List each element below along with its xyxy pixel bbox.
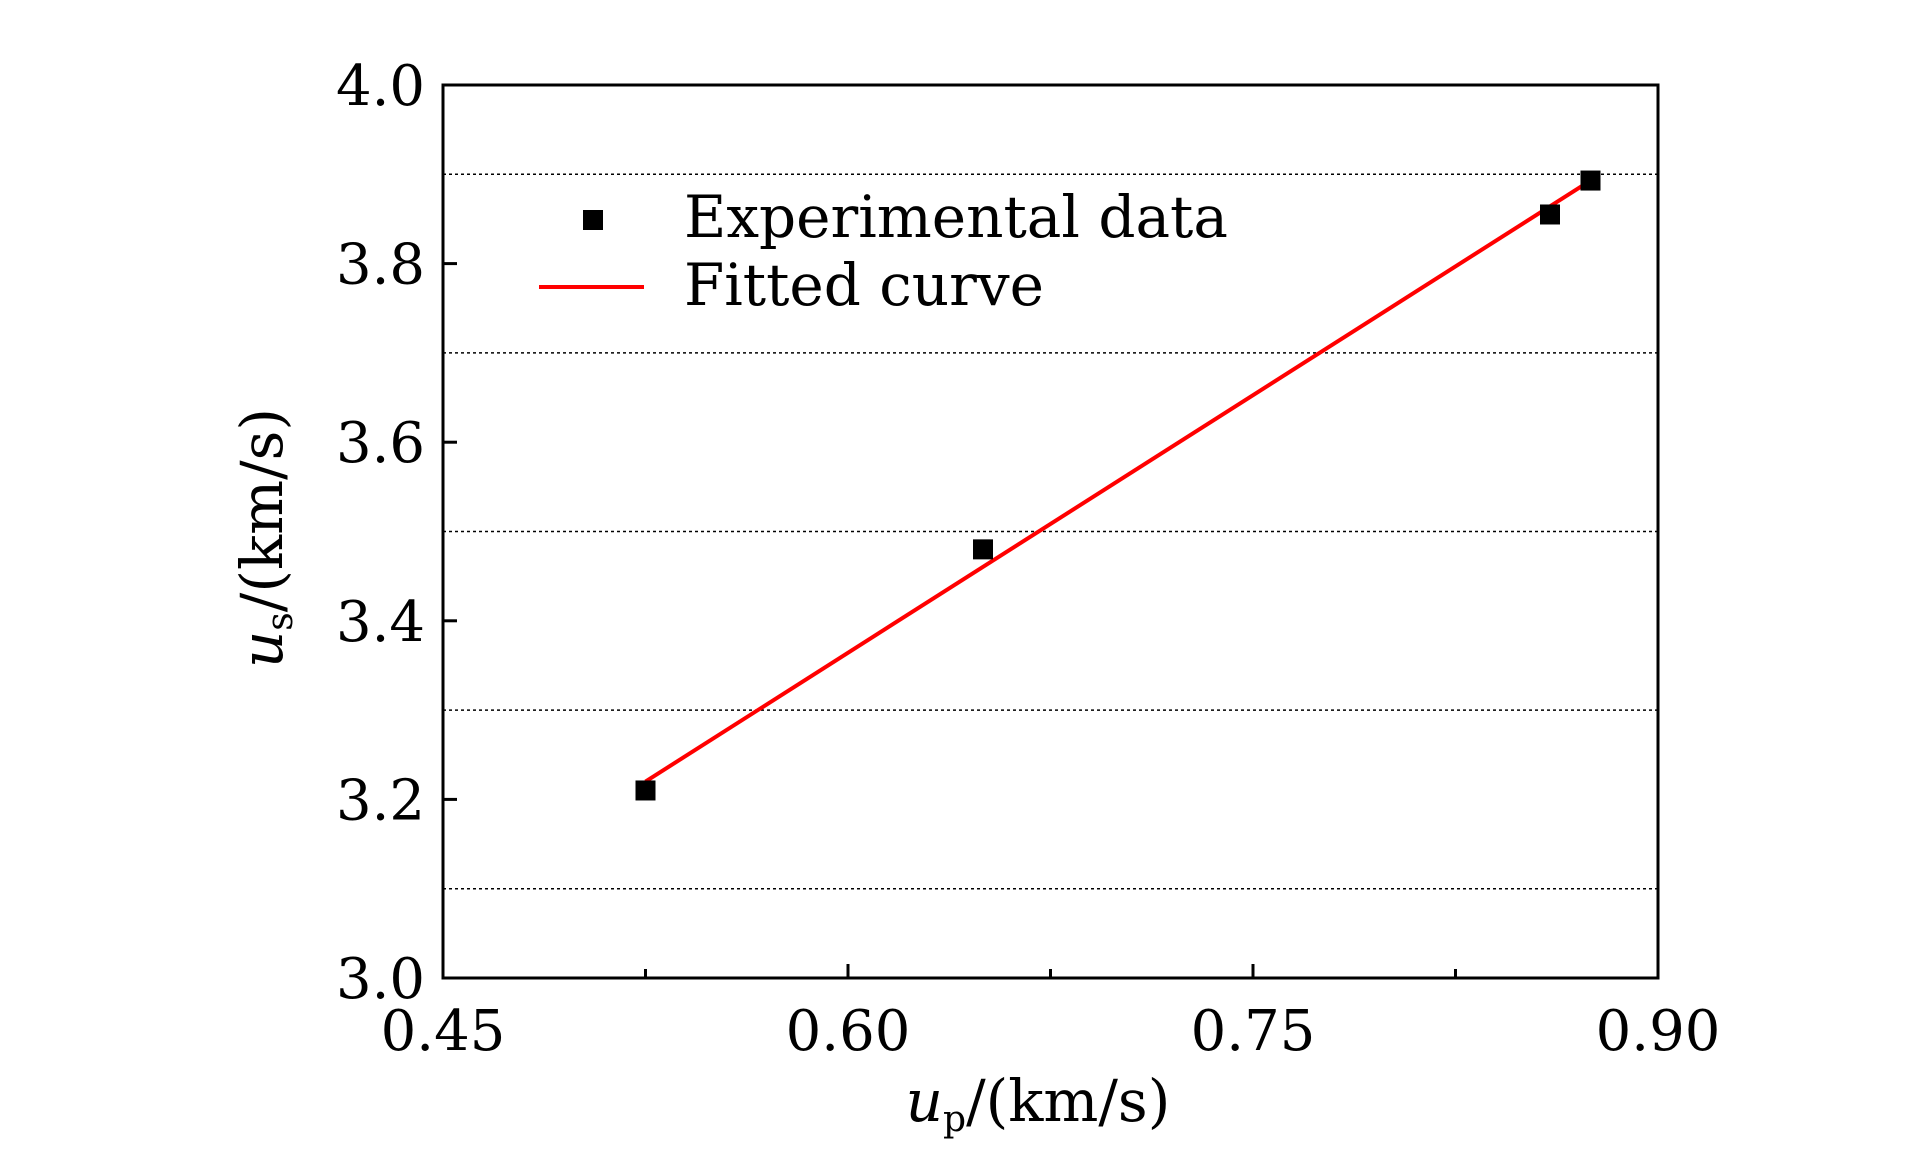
legend-label-fitted: Fitted curve [684,251,1044,319]
data-point [1540,204,1560,225]
x-tick-label: 0.75 [1191,999,1316,1064]
y-tick-label: 3.4 [336,590,425,655]
x-tick-label: 0.45 [381,999,506,1064]
x-tick-label: 0.90 [1596,999,1721,1064]
y-tick-label: 3.0 [336,947,425,1012]
fitted-curve-line [644,178,1592,784]
y-tick-label: 3.6 [336,411,425,476]
x-axis-label-subscript: p [943,1099,966,1140]
legend-label-experimental: Experimental data [684,183,1228,251]
y-axis-label: us/(km/s) [228,408,301,668]
data-point [635,780,656,801]
y-tick-label: 3.8 [336,233,425,298]
y-axis-label-unit: /(km/s) [228,408,296,612]
x-ticks: 0.45 0.60 0.75 0.90 [381,964,1721,1064]
y-axis-label-subscript: s [260,612,301,630]
x-axis-label-unit: /(km/s) [966,1067,1170,1135]
fitted-curve-series [644,178,1592,784]
experimental-data-series [635,170,1601,801]
axes: 0.45 0.60 0.75 0.90 3.0 3.2 3.4 3.6 3.8 4.0 [336,54,1720,1064]
data-point [1580,170,1601,191]
y-tick-label: 4.0 [336,54,425,119]
y-axis-label-symbol: u [228,631,296,668]
y-ticks: 3.0 3.2 3.4 3.6 3.8 4.0 [336,54,457,1012]
x-axis-label: up/(km/s) [906,1067,1171,1140]
x-tick-label: 0.60 [786,999,911,1064]
x-axis-label-symbol: u [906,1067,943,1135]
legend-marker-experimental [583,210,603,230]
data-point [973,539,993,560]
gridlines [443,173,1658,890]
y-tick-label: 3.2 [336,768,425,833]
legend: Experimental data Fitted curve [539,183,1228,319]
